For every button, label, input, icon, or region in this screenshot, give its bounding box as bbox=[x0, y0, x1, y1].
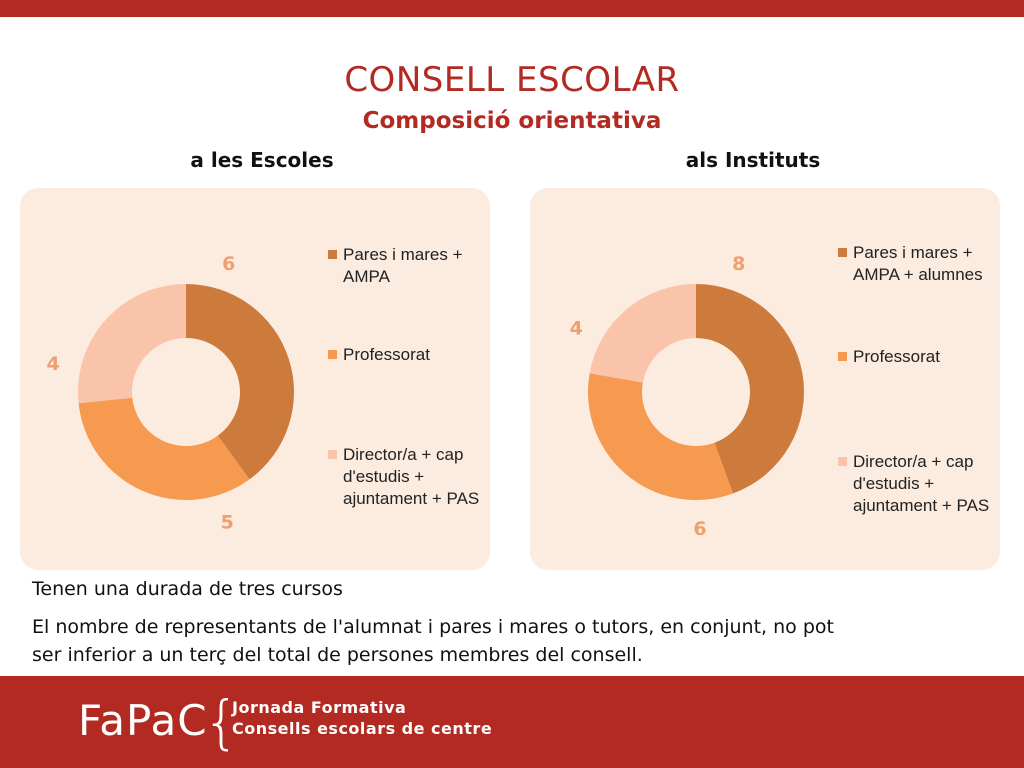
footer-line-1: Jornada Formativa bbox=[232, 698, 407, 717]
chart-panel-instituts: 8 6 4 Pares i mares + AMPA + alumnes Profe… bbox=[530, 188, 1000, 570]
legend-label: Pares i mares + AMPA bbox=[343, 245, 463, 286]
donut-chart-escoles: 6 5 4 bbox=[47, 253, 295, 534]
legend-label: Director/a + cap d'estudis + ajuntament … bbox=[343, 445, 480, 508]
donut-slice bbox=[78, 397, 250, 500]
page-subtitle: Composició orientativa bbox=[362, 108, 662, 134]
footer-bar bbox=[0, 676, 1024, 768]
donut-chart-instituts: 8 6 4 bbox=[570, 253, 805, 540]
legend-label: Professorat bbox=[343, 345, 430, 364]
page-title: CONSELL ESCOLAR bbox=[344, 60, 680, 100]
legend-swatch bbox=[328, 450, 337, 459]
data-label: 8 bbox=[732, 253, 745, 275]
fapac-logo: FaPaC bbox=[78, 696, 208, 745]
legend-label: Pares i mares + AMPA + alumnes bbox=[853, 243, 983, 284]
legend-swatch bbox=[328, 250, 337, 259]
donut-slice bbox=[186, 284, 295, 480]
chart-title-instituts: als Instituts bbox=[685, 148, 821, 172]
body-text-representants-1: El nombre de representants de l'alumnat … bbox=[32, 616, 834, 638]
legend-label: Director/a + cap d'estudis + ajuntament … bbox=[853, 452, 990, 515]
data-label: 6 bbox=[693, 518, 706, 540]
data-label: 5 bbox=[221, 512, 234, 534]
body-text-duration: Tenen una durada de tres cursos bbox=[32, 578, 343, 600]
legend-swatch bbox=[328, 350, 337, 359]
data-label: 6 bbox=[222, 253, 235, 275]
donut-slice bbox=[696, 284, 805, 494]
legend-label: Professorat bbox=[853, 347, 940, 366]
chart-title-escoles: a les Escoles bbox=[190, 148, 334, 172]
data-label: 4 bbox=[570, 317, 583, 339]
brace-icon: { bbox=[203, 688, 240, 756]
data-label: 4 bbox=[47, 353, 60, 375]
donut-slice bbox=[589, 284, 696, 383]
footer-line-2: Consells escolars de centre bbox=[232, 719, 493, 738]
donut-slice bbox=[78, 284, 186, 404]
legend-swatch bbox=[838, 248, 847, 257]
donut-slice bbox=[588, 373, 733, 500]
chart-panel-escoles: 6 5 4 Pares i mares + AMPA Professorat Dir… bbox=[20, 188, 490, 570]
legend-swatch bbox=[838, 352, 847, 361]
top-bar bbox=[0, 0, 1024, 17]
legend-swatch bbox=[838, 457, 847, 466]
body-text-representants-2: ser inferior a un terç del total de pers… bbox=[32, 644, 643, 666]
